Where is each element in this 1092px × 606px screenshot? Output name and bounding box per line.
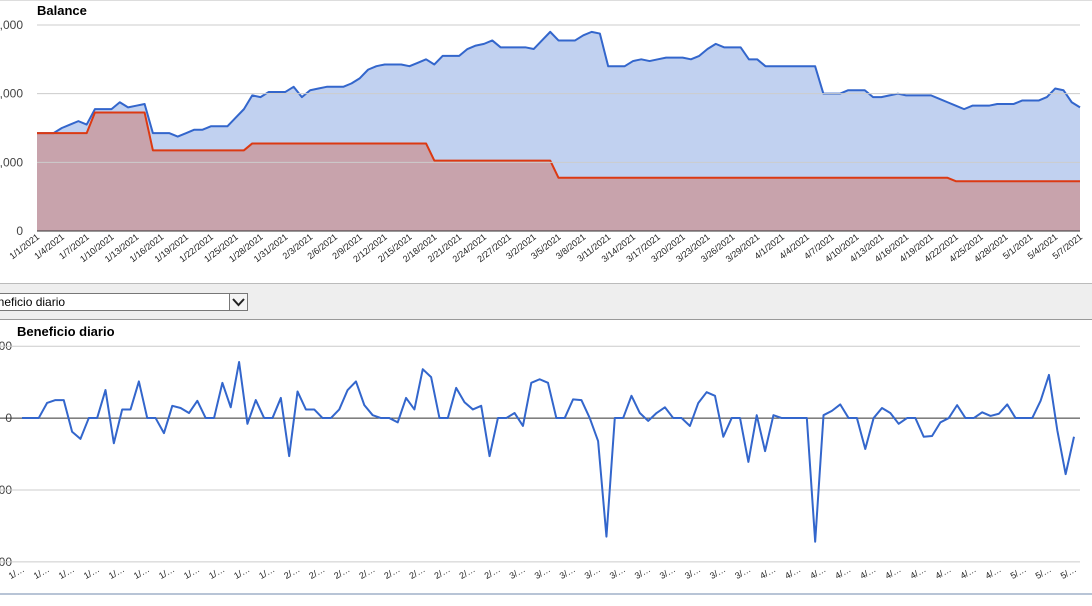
x-tick-label: 3/… [658, 564, 677, 581]
x-tick-label: 4/… [984, 564, 1003, 581]
x-tick-label: 3/… [508, 564, 527, 581]
x-tick-label: 3/… [683, 564, 702, 581]
balance-panel [0, 0, 1092, 283]
x-tick-label: 3/… [558, 564, 577, 581]
x-tick-label: 1/… [132, 564, 151, 581]
series-line [22, 361, 1075, 543]
y-tick-label: 2,000 [0, 155, 23, 169]
x-tick-label: 4/… [783, 564, 802, 581]
x-tick-label: 4/… [758, 564, 777, 581]
arrow-icon [232, 298, 245, 307]
select-text: Beneficio diario [0, 295, 66, 309]
x-tick-label: 1/… [32, 564, 51, 581]
y-tick-label: 6,000 [0, 18, 23, 32]
x-tick-label: 2/… [458, 564, 477, 581]
y-tick-label: 4,000 [0, 87, 23, 101]
series-line [37, 30, 1081, 138]
x-tick-label: 1/… [157, 564, 176, 581]
x-tick-label: 5/… [1059, 564, 1078, 581]
select-arrow[interactable] [229, 294, 247, 310]
x-tick-label: 4/… [908, 564, 927, 581]
chevron [232, 298, 245, 307]
x-tick-label: 1/… [232, 564, 251, 581]
x-tick-label: 4/… [959, 564, 978, 581]
y-tick-label: 0 [16, 224, 23, 238]
toolbar: Beneficio diario [0, 283, 1092, 320]
x-tick-label: 5/… [1009, 564, 1028, 581]
x-tick-label: 3/… [733, 564, 752, 581]
x-tick-label: 4/… [833, 564, 852, 581]
x-tick-label: 5/… [1034, 564, 1053, 581]
x-tick-label: 2/… [407, 564, 426, 581]
x-tick-label: 2/… [282, 564, 301, 581]
x-tick-label: 3/… [633, 564, 652, 581]
series-line [37, 111, 1080, 183]
x-tick-label: 3/… [533, 564, 552, 581]
x-tick-label: 1/… [207, 564, 226, 581]
series-select[interactable]: Beneficio diario [0, 293, 248, 311]
x-tick-label: 1/… [57, 564, 76, 581]
x-tick-label: 4/… [808, 564, 827, 581]
area-fill [37, 112, 1080, 231]
x-tick-label: 1/… [182, 564, 201, 581]
x-tick-label: 1/… [107, 564, 126, 581]
x-tick-label: 4/… [883, 564, 902, 581]
x-tick-label: 2/… [483, 564, 502, 581]
x-tick-label: 2/… [332, 564, 351, 581]
x-tick-label: 3/… [608, 564, 627, 581]
x-tick-label: 2/… [433, 564, 452, 581]
chart-title: Beneficio diario [17, 324, 115, 339]
x-tick-label: 4/… [858, 564, 877, 581]
x-tick-label: 3/… [583, 564, 602, 581]
x-tick-label: 2/… [357, 564, 376, 581]
x-tick-label: 1/… [257, 564, 276, 581]
x-tick-label: 4/… [933, 564, 952, 581]
x-tick-label: 2/… [307, 564, 326, 581]
x-tick-label: 1/… [82, 564, 101, 581]
x-tick-label: 2/… [382, 564, 401, 581]
chart-title: Balance [37, 3, 87, 18]
x-tick-label: 3/… [708, 564, 727, 581]
